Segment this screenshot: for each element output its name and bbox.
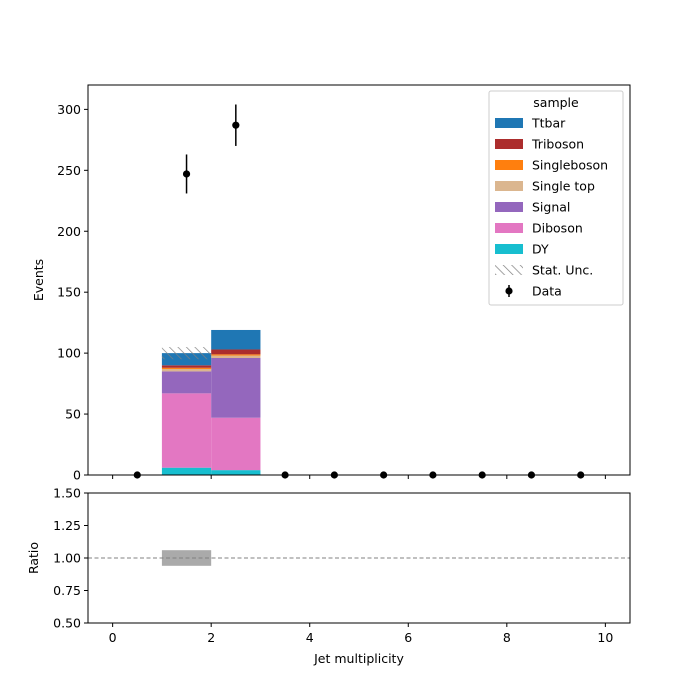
main-axes-frame	[87, 84, 631, 476]
ratio-y-tick-label-1.25: 1.25	[53, 518, 81, 533]
bar-dy-bin-2	[211, 470, 261, 475]
x-tick-label-8: 8	[503, 630, 511, 645]
y-tick-label-100: 100	[57, 346, 81, 361]
ratio-y-tick-label-0.75: 0.75	[53, 583, 81, 598]
main-plot: 0 50 100 150 200 250 300 Events	[31, 84, 631, 483]
legend-swatch-ttbar	[495, 118, 523, 128]
legend-swatch-dy	[495, 244, 523, 254]
legend-swatch-diboson	[495, 223, 523, 233]
bar-signal-bin-2	[211, 358, 261, 418]
x-tick-label-10: 10	[597, 630, 613, 645]
y-tick-label-300: 300	[57, 102, 81, 117]
y-tick-label-150: 150	[57, 285, 81, 300]
bar-singleboson-bin-1	[161, 367, 212, 369]
x-tick-label-4: 4	[306, 630, 314, 645]
legend-title: sample	[533, 95, 579, 110]
legend-swatch-stat-unc	[495, 265, 523, 275]
legend-label-diboson: Diboson	[532, 221, 583, 236]
legend: sample Ttbar Triboson Singleboson Single top…	[488, 90, 624, 306]
bar-triboson-bin-1	[161, 365, 212, 368]
legend-label-singleboson: Singleboson	[532, 158, 608, 173]
bar-ttbar-bin-2	[211, 329, 261, 350]
bar-signal-bin-1	[161, 371, 212, 394]
y-tick-label-250: 250	[57, 163, 81, 178]
legend-label-single-top: Single top	[532, 179, 595, 194]
legend-label-stat-unc: Stat. Unc.	[532, 263, 593, 278]
x-axis-label: Jet multiplicity	[313, 651, 404, 666]
x-tick-label-2: 2	[207, 630, 215, 645]
bar-single-top-bin-2	[211, 355, 261, 358]
legend-label-signal: Signal	[532, 200, 570, 215]
ratio-y-tick-label-1.00: 1.00	[53, 551, 81, 566]
bar-dy-bin-1	[161, 467, 212, 475]
legend-marker-data	[505, 287, 513, 295]
y-tick-label-0: 0	[73, 468, 81, 483]
legend-swatch-singleboson	[495, 160, 523, 170]
bar-singleboson-bin-2	[211, 354, 261, 356]
ratio-y-axis-label: Ratio	[26, 542, 41, 574]
y-tick-label-50: 50	[65, 407, 81, 422]
x-tick-label-6: 6	[404, 630, 412, 645]
legend-label-dy: DY	[532, 242, 549, 257]
x-tick-label-0: 0	[109, 630, 117, 645]
y-tick-label-200: 200	[57, 224, 81, 239]
y-axis-label: Events	[31, 259, 46, 301]
bar-diboson-bin-2	[211, 417, 261, 471]
stat-unc-band-bin-1	[161, 347, 212, 360]
bar-single-top-bin-1	[161, 368, 212, 372]
legend-swatch-signal	[495, 202, 523, 212]
legend-label-triboson: Triboson	[531, 137, 584, 152]
data-point-1	[182, 170, 191, 178]
data-point-2	[232, 121, 240, 129]
bar-triboson-bin-2	[211, 349, 261, 355]
legend-swatch-single-top	[495, 181, 523, 191]
legend-swatch-triboson	[495, 139, 523, 149]
legend-label-ttbar: Ttbar	[531, 116, 566, 131]
ratio-y-tick-label-1.50: 1.50	[53, 486, 81, 501]
bar-diboson-bin-1	[161, 393, 212, 468]
legend-label-data: Data	[532, 284, 562, 299]
ratio-plot: 0.50 0.75 1.00 1.25 1.50 0 2 4 6 8 10 Jet multiplic…	[26, 486, 631, 666]
ratio-y-tick-label-0.50: 0.50	[53, 616, 81, 631]
